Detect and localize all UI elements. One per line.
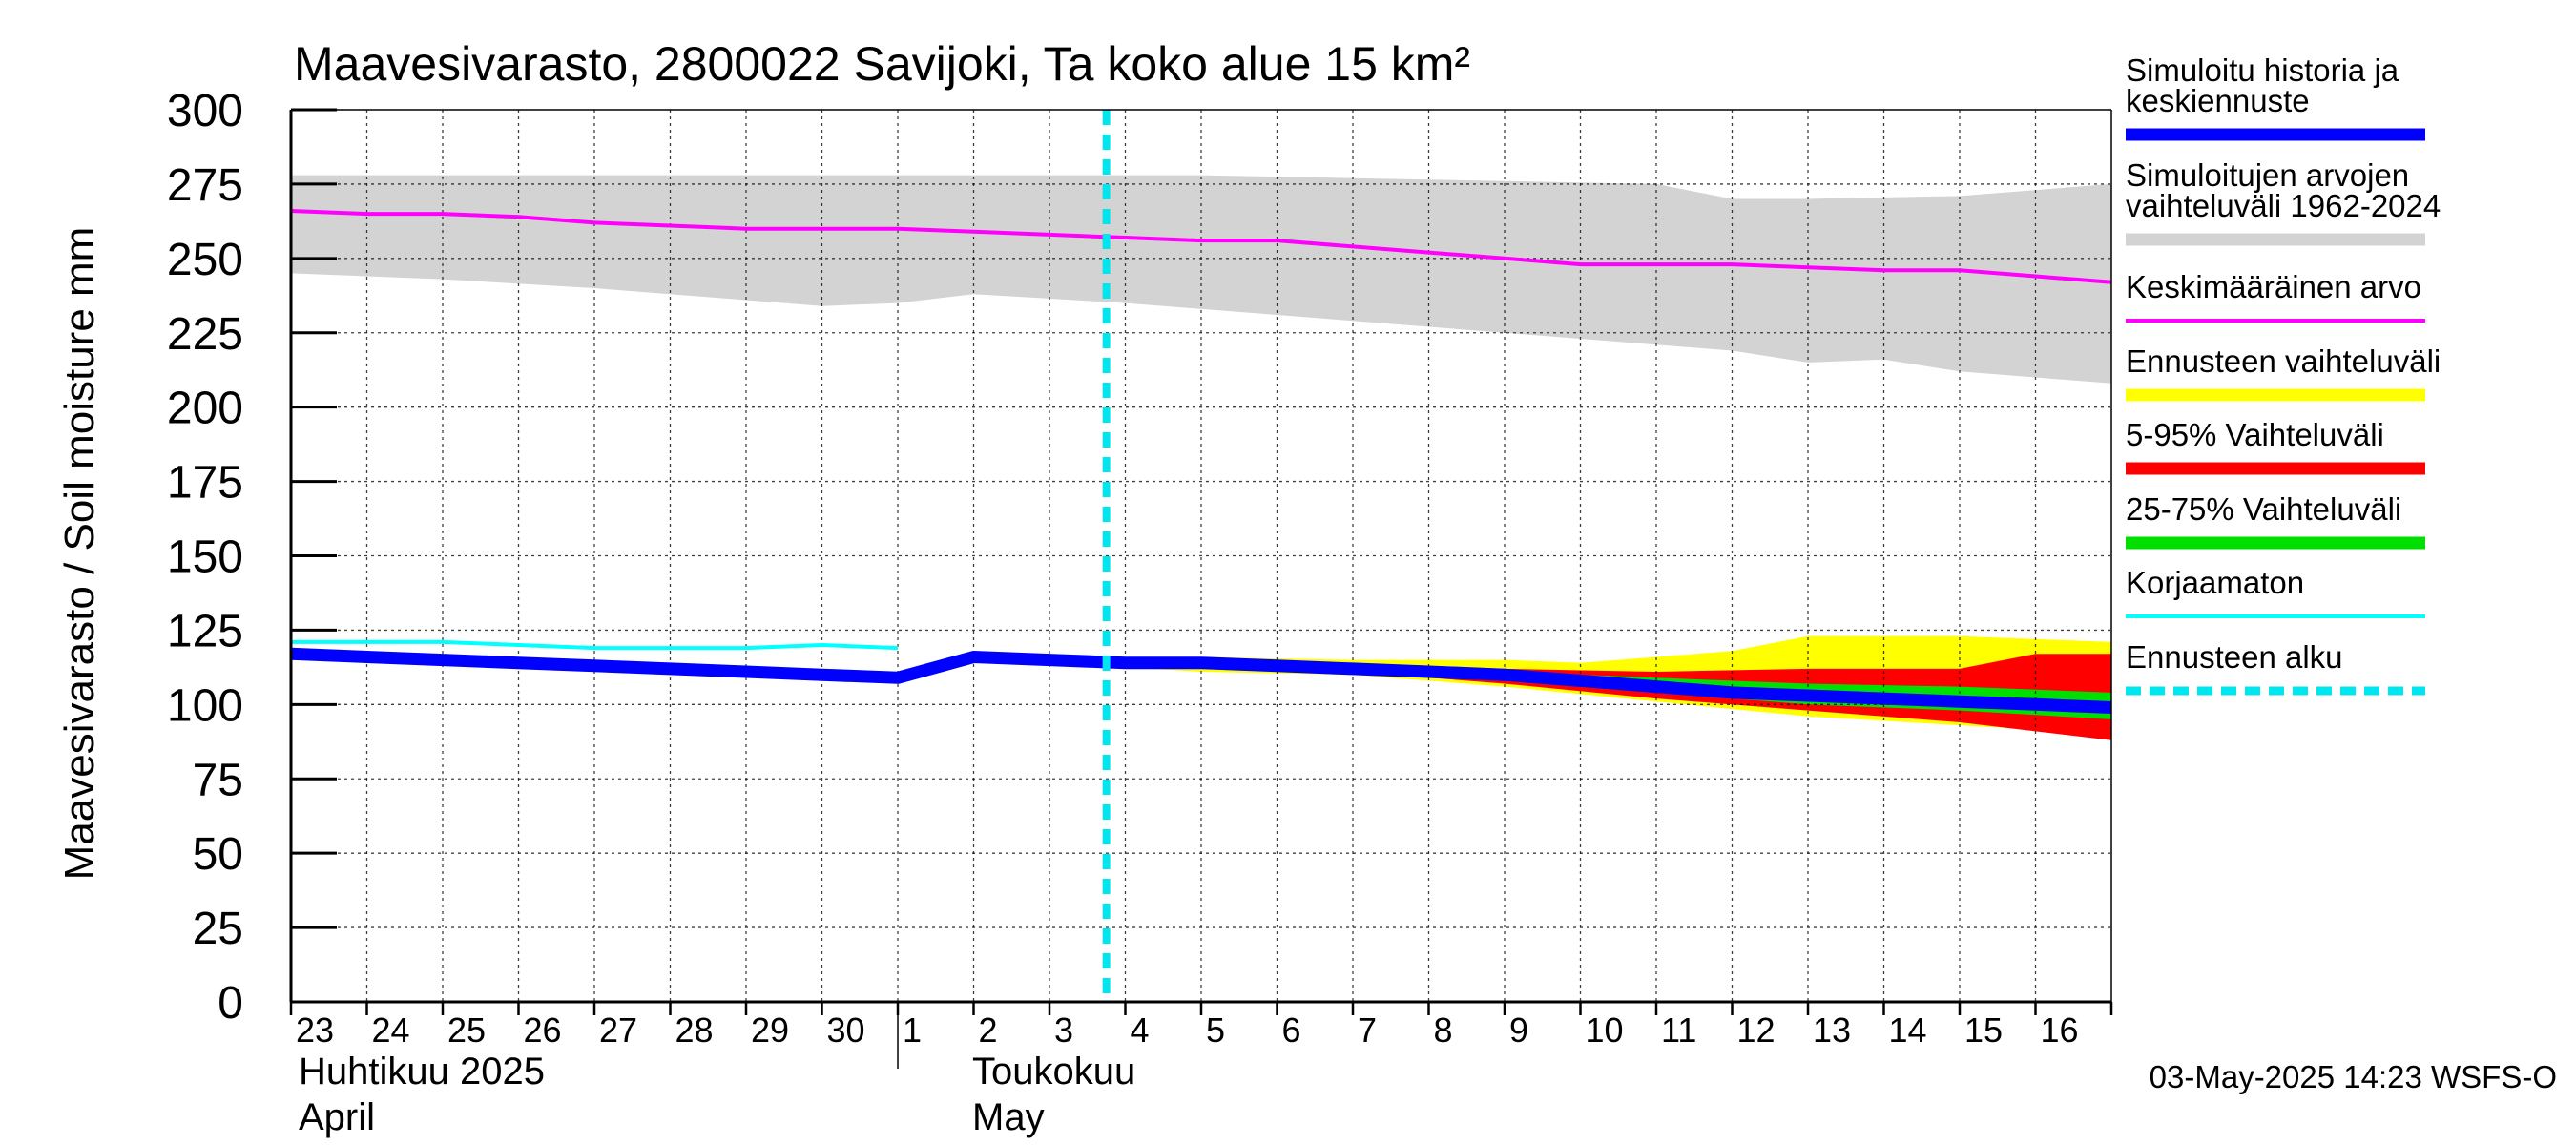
y-axis-label: Maavesivarasto / Soil moisture mm [56, 227, 103, 881]
month-label-en: May [972, 1096, 1045, 1138]
x-tick-label: 10 [1586, 1010, 1624, 1050]
y-tick-label: 100 [167, 680, 243, 731]
legend-label: 5-95% Vaihteluväli [2126, 417, 2384, 452]
legend-label: Simuloitu historia ja [2126, 52, 2399, 88]
x-tick-label: 23 [296, 1010, 334, 1050]
x-tick-label: 29 [751, 1010, 789, 1050]
x-tick-label: 25 [447, 1010, 486, 1050]
p5-95-band [1049, 654, 2111, 740]
x-tick-label: 13 [1813, 1010, 1851, 1050]
y-tick-label: 250 [167, 235, 243, 285]
x-tick-label: 6 [1282, 1010, 1301, 1050]
legend-label: Keskimääräinen arvo [2126, 269, 2421, 304]
legend-label: Ennusteen alku [2126, 639, 2343, 675]
legend-label: Simuloitujen arvojen [2126, 157, 2409, 193]
x-tick-label: 7 [1358, 1010, 1377, 1050]
x-tick-label: 26 [524, 1010, 562, 1050]
y-tick-label: 200 [167, 384, 243, 434]
x-tick-label: 9 [1509, 1010, 1528, 1050]
x-tick-label: 1 [903, 1010, 922, 1050]
x-tick-label: 14 [1889, 1010, 1927, 1050]
median-forecast-line [290, 647, 2112, 714]
x-tick-label: 8 [1434, 1010, 1453, 1050]
y-tick-label: 0 [218, 978, 243, 1029]
month-label: Toukokuu [972, 1051, 1135, 1093]
y-tick-label: 50 [193, 829, 243, 880]
uncorrected-line [291, 639, 899, 651]
mean-line [290, 209, 2112, 284]
x-tick-label: 15 [1964, 1010, 2003, 1050]
x-tick-label: 11 [1661, 1010, 1696, 1050]
chart-lines [290, 110, 2112, 1002]
x-tick-label: 4 [1131, 1010, 1150, 1050]
y-tick-label: 25 [193, 904, 243, 954]
x-tick-label: 28 [675, 1010, 714, 1050]
legend-label: 25-75% Vaihteluväli [2126, 491, 2401, 527]
month-label: Huhtikuu 2025 [299, 1051, 545, 1093]
legend-label: vaihteluväli 1962-2024 [2126, 188, 2441, 223]
y-tick-label: 225 [167, 309, 243, 360]
y-tick-label: 150 [167, 532, 243, 583]
x-tick-label: 5 [1206, 1010, 1225, 1050]
y-tick-label: 300 [167, 86, 243, 136]
x-tick-label: 30 [827, 1010, 865, 1050]
timestamp-footer: 03-May-2025 14:23 WSFS-O [2150, 1059, 2557, 1094]
month-label-en: April [299, 1096, 375, 1138]
y-tick-label: 125 [167, 606, 243, 656]
y-tick-label: 175 [167, 458, 243, 509]
x-tick-label: 2 [979, 1010, 998, 1050]
x-tick-label: 16 [2041, 1010, 2079, 1050]
x-tick-label: 27 [599, 1010, 637, 1050]
x-tick-label: 12 [1737, 1010, 1776, 1050]
y-tick-label: 75 [193, 755, 243, 805]
legend-label: Korjaamaton [2126, 565, 2304, 600]
x-tick-label: 24 [372, 1010, 410, 1050]
x-tick-label: 3 [1054, 1010, 1073, 1050]
x-axis-ticks: 23 24 25 26 27 28 29 30 1 2 3 4 5 6 7 8 9 10 11 12 13 14 15 16H… [289, 1002, 2113, 1138]
y-tick-label: 275 [167, 160, 243, 211]
p25-75-band [1049, 659, 2111, 719]
legend-label: Ennusteen vaihteluväli [2126, 344, 2441, 379]
chart-title: Maavesivarasto, 2800022 Savijoki, Ta kok… [294, 37, 1470, 91]
legend-label: keskiennuste [2126, 83, 2310, 118]
y-axis-ticks: 0 25 50 75 100 125 150 175 200 225 250 275 300 [167, 86, 337, 1029]
